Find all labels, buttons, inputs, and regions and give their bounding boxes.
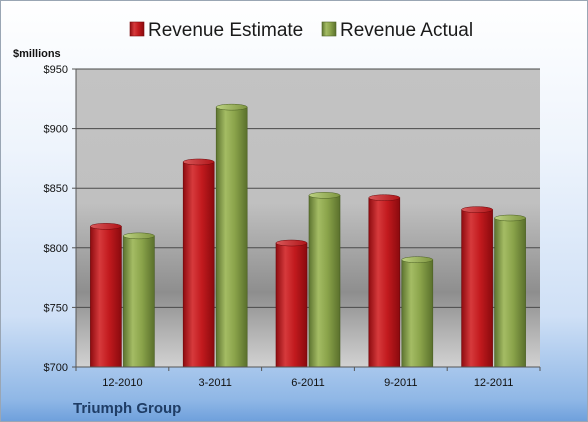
bar-revenue-actual xyxy=(215,103,248,368)
bar-revenue-actual-cap xyxy=(308,192,341,199)
bar-revenue-actual-cap xyxy=(215,103,248,111)
y-axis-unit-label: $millions xyxy=(13,48,61,60)
bar-revenue-estimate-cap xyxy=(368,194,401,201)
bar-revenue-estimate-body xyxy=(368,197,401,368)
x-tick-label: 9-2011 xyxy=(384,377,417,389)
y-tick-label: $800 xyxy=(44,243,68,255)
legend-label-estimate: Revenue Estimate xyxy=(148,20,303,41)
bar-revenue-actual xyxy=(494,214,526,368)
bar-revenue-actual xyxy=(308,192,341,368)
bar-revenue-actual xyxy=(401,256,434,368)
bar-revenue-estimate xyxy=(368,194,401,368)
legend: Revenue Estimate Revenue Actual xyxy=(129,20,473,41)
bar-revenue-actual-body xyxy=(494,217,526,368)
legend-swatch-estimate xyxy=(129,21,145,37)
bars xyxy=(90,103,526,368)
y-tick-label: $950 xyxy=(44,64,68,76)
x-tick-label: 12-2010 xyxy=(102,377,142,389)
bar-revenue-actual-body xyxy=(123,235,155,368)
y-axis-ticks: $700 $750 $800 $850 $900 $950 xyxy=(44,64,76,374)
y-tick-label: $850 xyxy=(44,183,68,195)
bar-revenue-estimate xyxy=(275,239,308,368)
legend-swatch-actual xyxy=(321,21,337,37)
company-label: Triumph Group xyxy=(73,400,181,417)
bar-revenue-estimate-cap xyxy=(182,158,215,166)
bar-revenue-actual-body xyxy=(215,106,248,368)
y-tick-label: $750 xyxy=(44,302,68,314)
bar-revenue-estimate-body xyxy=(90,226,122,368)
x-tick-label: 3-2011 xyxy=(198,377,231,389)
bar-revenue-estimate xyxy=(90,223,122,368)
bar-revenue-actual-cap xyxy=(123,232,155,240)
bar-revenue-actual-body xyxy=(401,259,434,368)
bar-revenue-estimate xyxy=(461,206,493,368)
bar-revenue-actual-cap xyxy=(494,214,526,222)
bar-revenue-actual xyxy=(123,232,155,368)
y-tick-label: $900 xyxy=(44,124,68,136)
x-axis-ticks: 12-2010 3-2011 6-2011 9-2011 12-2011 xyxy=(75,367,541,389)
legend-label-actual: Revenue Actual xyxy=(340,20,473,41)
bar-revenue-actual-body xyxy=(308,195,341,368)
x-tick-label: 12-2011 xyxy=(474,377,514,389)
bar-revenue-estimate-body xyxy=(182,161,215,368)
bar-revenue-estimate xyxy=(182,158,215,368)
bar-revenue-estimate-body xyxy=(461,209,493,368)
bar-revenue-actual-cap xyxy=(401,256,434,263)
bar-revenue-estimate-cap xyxy=(275,239,308,247)
y-tick-label: $700 xyxy=(44,362,68,374)
x-tick-label: 6-2011 xyxy=(291,377,324,389)
bar-revenue-estimate-cap xyxy=(461,206,493,213)
bar-revenue-estimate-body xyxy=(275,242,308,368)
bar-revenue-estimate-cap xyxy=(90,223,122,230)
